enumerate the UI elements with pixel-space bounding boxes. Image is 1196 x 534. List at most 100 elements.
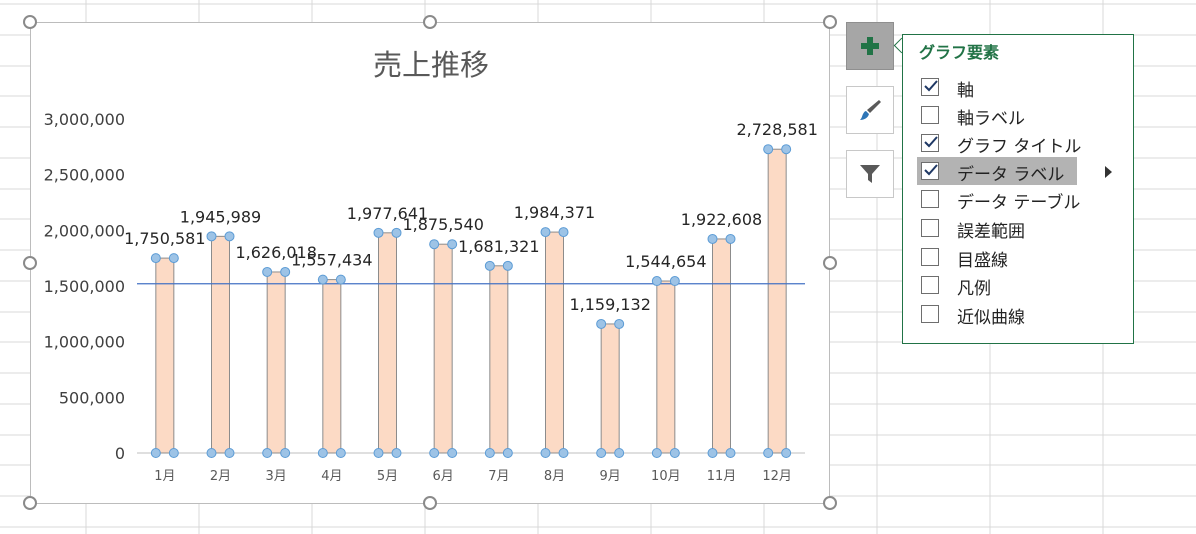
bar-selection-marker[interactable] [429, 239, 440, 250]
bar-selection-marker[interactable] [669, 276, 680, 287]
bar-selection-marker[interactable] [725, 233, 736, 244]
gridlines-checkbox[interactable] [921, 248, 939, 266]
bar-selection-marker[interactable] [280, 266, 291, 277]
bar-selection-marker[interactable] [763, 144, 774, 155]
bar-selection-marker[interactable] [168, 448, 179, 458]
bar[interactable] [545, 231, 564, 454]
resize-handle-bottom-left[interactable] [23, 496, 37, 510]
bar[interactable] [155, 257, 175, 454]
bar-selection-marker[interactable] [262, 266, 273, 277]
chart-title-checkbox[interactable] [921, 134, 939, 152]
chart-plot[interactable]: 売上推移 0 500,000 1,000,000 1,500,000 2,000,000 2… [31, 23, 831, 505]
data-label[interactable]: 2,728,581 [736, 120, 817, 139]
data-label[interactable]: 1,544,654 [625, 252, 706, 271]
bar-selection-marker[interactable] [540, 227, 551, 238]
panel-item-trendline[interactable]: 近似曲線 [917, 300, 1077, 328]
bar-selection-marker[interactable] [781, 448, 792, 458]
data-table-checkbox[interactable] [921, 190, 939, 208]
bar[interactable] [656, 280, 676, 454]
data-label[interactable]: 1,977,641 [347, 204, 428, 223]
bar[interactable] [489, 265, 509, 454]
panel-item-error-bars[interactable]: 誤差範囲 [917, 214, 1077, 242]
bar-selection-marker[interactable] [206, 448, 217, 458]
bar-selection-marker[interactable] [502, 260, 513, 271]
bar-selection-marker[interactable] [373, 448, 384, 458]
bar-selection-marker[interactable] [540, 448, 551, 458]
bar[interactable] [322, 279, 342, 454]
data-label[interactable]: 1,922,608 [681, 210, 762, 229]
data-label[interactable]: 1,159,132 [569, 295, 650, 314]
panel-item-data-table[interactable]: データ テーブル [917, 185, 1080, 213]
panel-item-data-labels[interactable]: データ ラベル [917, 157, 1077, 185]
bar-selection-marker[interactable] [558, 448, 569, 458]
bar-selection-marker[interactable] [725, 448, 736, 458]
bar[interactable] [767, 148, 787, 454]
chart-elements-button[interactable] [846, 22, 894, 70]
chart-area[interactable]: 売上推移 0 500,000 1,000,000 1,500,000 2,000,000 2… [30, 22, 830, 504]
data-labels-checkbox[interactable] [921, 162, 939, 180]
bar-selection-marker[interactable] [614, 318, 625, 329]
bar-selection-marker[interactable] [429, 448, 440, 458]
data-label[interactable]: 1,750,581 [124, 229, 205, 248]
bar-selection-marker[interactable] [651, 276, 662, 287]
panel-item-gridlines[interactable]: 目盛線 [917, 243, 1077, 271]
bar[interactable] [712, 238, 731, 454]
bar-selection-marker[interactable] [651, 448, 662, 458]
bar-selection-marker[interactable] [669, 448, 680, 458]
data-label[interactable]: 1,945,989 [180, 207, 261, 226]
bar-selection-marker[interactable] [280, 448, 291, 458]
trendline-checkbox[interactable] [921, 305, 939, 323]
bar-selection-marker[interactable] [224, 448, 235, 458]
bar-selection-marker[interactable] [447, 448, 458, 458]
error-bars-checkbox[interactable] [921, 219, 939, 237]
chart-styles-button[interactable] [846, 86, 894, 134]
bar-selection-marker[interactable] [150, 253, 161, 264]
chart-filter-button[interactable] [846, 150, 894, 198]
bar-selection-marker[interactable] [781, 144, 792, 155]
bar-selection-marker[interactable] [558, 227, 569, 238]
resize-handle-bottom[interactable] [423, 496, 437, 510]
data-label[interactable]: 1,984,371 [514, 203, 595, 222]
resize-handle-right[interactable] [823, 256, 837, 270]
bar-selection-marker[interactable] [317, 274, 328, 285]
resize-handle-left[interactable] [23, 256, 37, 270]
bar-selection-marker[interactable] [447, 239, 458, 250]
data-label[interactable]: 1,875,540 [402, 215, 483, 234]
bar-selection-marker[interactable] [596, 318, 607, 329]
resize-handle-top-left[interactable] [23, 15, 37, 29]
bar-selection-marker[interactable] [391, 227, 402, 238]
data-label[interactable]: 1,557,434 [291, 251, 372, 270]
bar-selection-marker[interactable] [262, 448, 273, 458]
bar-selection-marker[interactable] [484, 448, 495, 458]
bar-selection-marker[interactable] [150, 448, 161, 458]
bar-selection-marker[interactable] [335, 448, 346, 458]
bar-selection-marker[interactable] [502, 448, 513, 458]
bar-selection-marker[interactable] [335, 274, 346, 285]
resize-handle-top-right[interactable] [823, 15, 837, 29]
bar-selection-marker[interactable] [373, 227, 384, 238]
bar-selection-marker[interactable] [763, 448, 774, 458]
bar[interactable] [600, 323, 620, 454]
axis-titles-checkbox[interactable] [921, 106, 939, 124]
bar[interactable] [378, 232, 397, 454]
bar-selection-marker[interactable] [206, 231, 217, 242]
bar-selection-marker[interactable] [596, 448, 607, 458]
bar-selection-marker[interactable] [224, 231, 235, 242]
legend-checkbox[interactable] [921, 276, 939, 294]
bar-selection-marker[interactable] [614, 448, 625, 458]
bar-selection-marker[interactable] [484, 260, 495, 271]
data-label[interactable]: 1,626,018 [235, 243, 316, 262]
panel-item-axes[interactable]: 軸 [917, 73, 1077, 101]
submenu-arrow-icon[interactable] [1105, 166, 1112, 178]
bar-selection-marker[interactable] [168, 253, 179, 264]
resize-handle-bottom-right[interactable] [823, 496, 837, 510]
bar-selection-marker[interactable] [707, 448, 718, 458]
axes-checkbox[interactable] [921, 78, 939, 96]
bar-selection-marker[interactable] [707, 233, 718, 244]
bar[interactable] [211, 235, 230, 454]
data-label[interactable]: 1,681,321 [458, 237, 539, 256]
bar-selection-marker[interactable] [317, 448, 328, 458]
bar[interactable] [266, 271, 286, 454]
resize-handle-top[interactable] [423, 15, 437, 29]
panel-item-legend[interactable]: 凡例 [917, 271, 1077, 299]
